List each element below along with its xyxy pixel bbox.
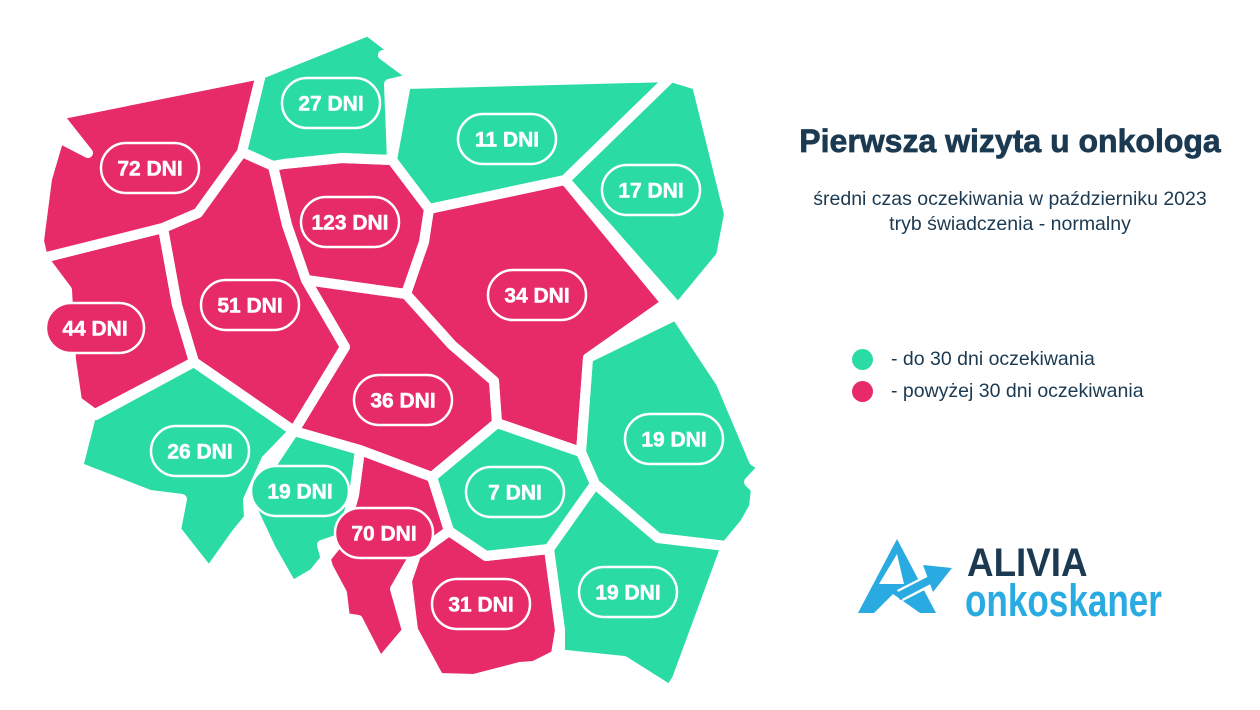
svg-text:31 DNI: 31 DNI: [448, 594, 513, 617]
svg-text:11 DNI: 11 DNI: [475, 129, 539, 152]
svg-text:onkoskaner: onkoskaner: [965, 575, 1162, 623]
svg-text:72 DNI: 72 DNI: [117, 158, 182, 181]
svg-text:70 DNI: 70 DNI: [351, 523, 416, 546]
svg-text:ALIVIA: ALIVIA: [967, 541, 1088, 586]
svg-text:36 DNI: 36 DNI: [370, 390, 435, 413]
svg-text:19 DNI: 19 DNI: [267, 481, 332, 504]
svg-text:17 DNI: 17 DNI: [618, 180, 683, 203]
svg-text:44 DNI: 44 DNI: [62, 318, 127, 341]
svg-text:19 DNI: 19 DNI: [641, 429, 706, 452]
svg-text:19 DNI: 19 DNI: [595, 582, 660, 605]
svg-text:51 DNI: 51 DNI: [217, 295, 282, 318]
svg-text:34 DNI: 34 DNI: [504, 285, 569, 308]
svg-text:26 DNI: 26 DNI: [167, 441, 232, 464]
svg-text:27 DNI: 27 DNI: [298, 93, 363, 116]
svg-text:123 DNI: 123 DNI: [311, 212, 388, 235]
svg-text:7 DNI: 7 DNI: [488, 482, 542, 505]
